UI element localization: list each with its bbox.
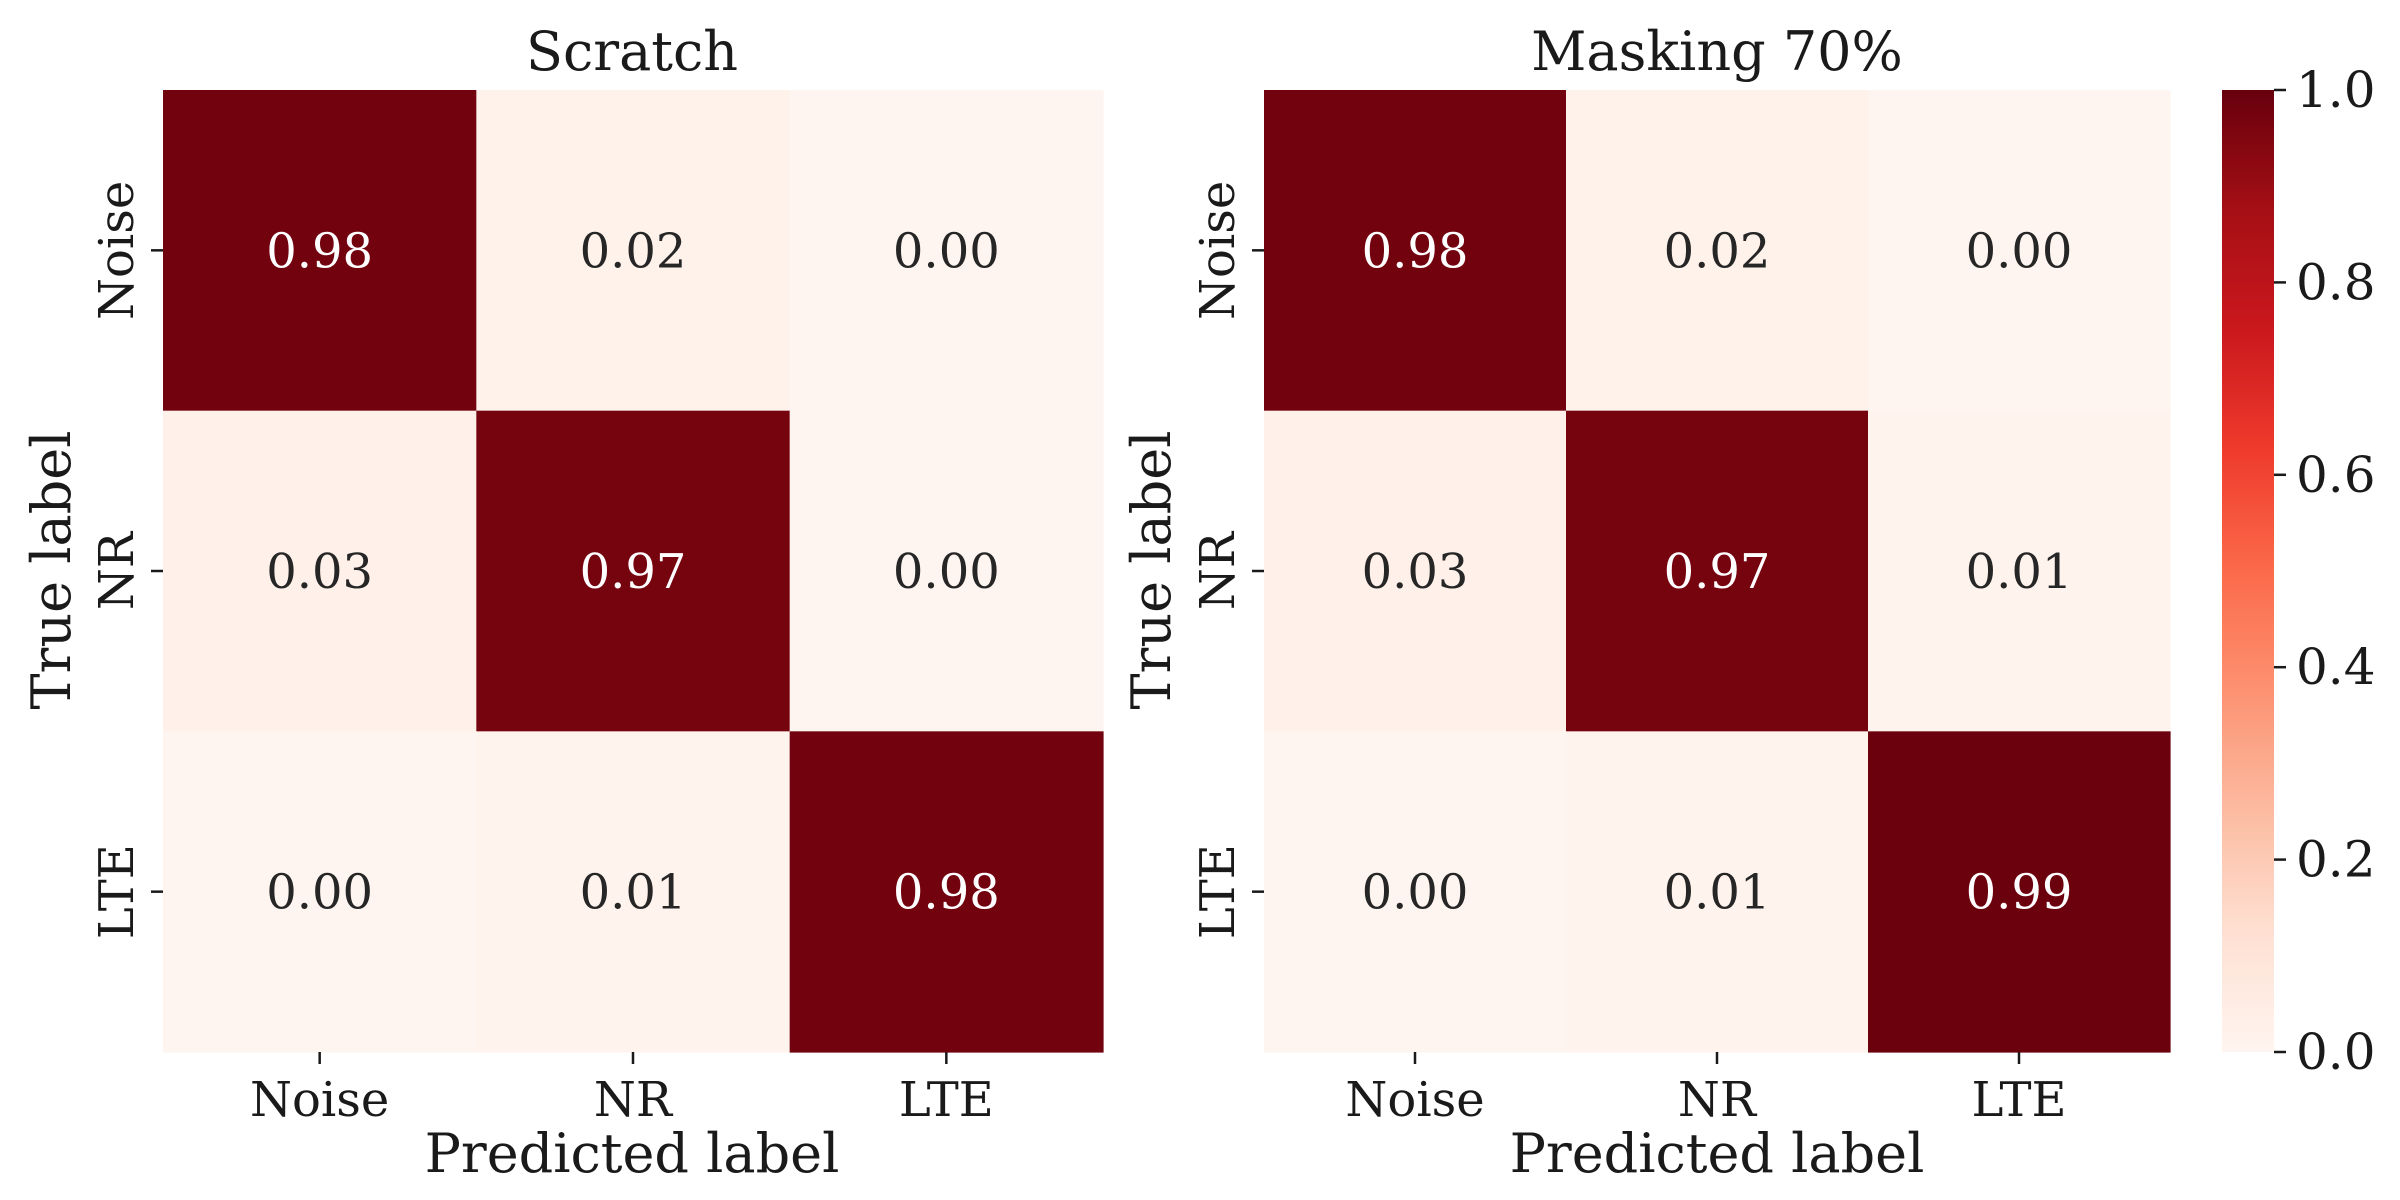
y-tick-labels: Noise NR LTE [89, 181, 163, 939]
heatmap-cells: 0.98 0.02 0.00 0.03 0.97 0.00 0.00 0.01 0.98 [163, 90, 1104, 1053]
heatmap-cell [1868, 410, 2171, 732]
x-tick-label: LTE [899, 1072, 994, 1128]
y-tick-label: NR [89, 530, 145, 610]
cell-value-label: 0.00 [1362, 865, 1469, 921]
y-tick-label: Noise [89, 181, 145, 320]
heatmap-cell [789, 731, 1104, 1053]
x-tick-label: Noise [250, 1072, 389, 1128]
colorbar-gradient [2222, 90, 2274, 1052]
y-tick-labels: Noise NR LTE [1190, 181, 1264, 939]
x-tick-labels: Noise NR LTE [250, 1052, 994, 1128]
colorbar: 0.0 0.2 0.4 0.6 0.8 1.0 [2222, 61, 2376, 1081]
heatmap-cell [476, 90, 791, 412]
heatmap-cell [163, 731, 477, 1053]
y-tick-label: NR [1190, 530, 1246, 610]
cell-value-label: 0.00 [893, 544, 1000, 600]
heatmap-cell [1868, 731, 2171, 1053]
heatmap-cell [1264, 410, 1567, 732]
cell-value-label: 0.98 [266, 223, 373, 279]
heatmap-cell [1566, 410, 1869, 732]
heatmap-cell [476, 410, 791, 732]
heatmap-panel-scratch: Scratch 0.98 0.02 0.00 0.03 0.97 0.00 0.00 0.01… [20, 20, 1104, 1185]
x-axis-label: Predicted label [1510, 1122, 1925, 1185]
heatmap-cell [789, 90, 1104, 412]
cell-value-label: 0.98 [1362, 223, 1469, 279]
colorbar-tick-label: 0.0 [2296, 1023, 2376, 1081]
cell-value-label: 0.03 [266, 544, 373, 600]
y-axis-label: True label [1120, 431, 1183, 710]
heatmap-cell [163, 90, 477, 412]
heatmap-cell [1566, 731, 1869, 1053]
panel-title: Scratch [526, 20, 738, 83]
cell-value-label: 0.03 [1362, 544, 1469, 600]
heatmap-cell [1264, 90, 1567, 412]
x-axis-label: Predicted label [425, 1122, 840, 1185]
panel-title: Masking 70% [1531, 20, 1903, 83]
colorbar-tick-label: 0.4 [2296, 638, 2376, 696]
x-tick-label: NR [594, 1072, 674, 1128]
x-tick-label: Noise [1345, 1072, 1484, 1128]
cell-value-label: 0.00 [893, 223, 1000, 279]
colorbar-ticks: 0.0 0.2 0.4 0.6 0.8 1.0 [2274, 61, 2376, 1081]
x-tick-label: NR [1678, 1072, 1758, 1128]
colorbar-tick-label: 0.2 [2296, 831, 2376, 889]
y-axis-label: True label [20, 431, 83, 710]
x-tick-label: LTE [1971, 1072, 2066, 1128]
heatmap-cell [789, 410, 1104, 732]
cell-value-label: 0.02 [580, 223, 687, 279]
y-tick-label: LTE [1190, 844, 1246, 939]
heatmap-cell [1264, 731, 1567, 1053]
colorbar-tick-label: 0.8 [2296, 253, 2376, 311]
cell-value-label: 0.01 [1966, 544, 2073, 600]
x-tick-labels: Noise NR LTE [1345, 1052, 2067, 1128]
cell-value-label: 0.01 [1664, 865, 1771, 921]
heatmap-cell [1868, 90, 2171, 412]
colorbar-tick-label: 1.0 [2296, 61, 2376, 119]
cell-value-label: 0.98 [893, 865, 1000, 921]
cell-value-label: 0.02 [1664, 223, 1771, 279]
cell-value-label: 0.97 [1664, 544, 1771, 600]
colorbar-tick-label: 0.6 [2296, 446, 2376, 504]
heatmap-cells: 0.98 0.02 0.00 0.03 0.97 0.01 0.00 0.01 0.99 [1264, 90, 2171, 1053]
y-tick-label: Noise [1190, 181, 1246, 320]
heatmap-cell [1566, 90, 1869, 412]
heatmap-cell [476, 731, 791, 1053]
cell-value-label: 0.99 [1966, 865, 2073, 921]
cell-value-label: 0.00 [266, 865, 373, 921]
cell-value-label: 0.01 [580, 865, 687, 921]
cell-value-label: 0.97 [580, 544, 687, 600]
y-tick-label: LTE [89, 844, 145, 939]
heatmap-panel-masking: Masking 70% 0.98 0.02 0.00 0.03 0.97 0.01 0.00… [1120, 20, 2171, 1185]
heatmap-cell [163, 410, 477, 732]
cell-value-label: 0.00 [1966, 223, 2073, 279]
